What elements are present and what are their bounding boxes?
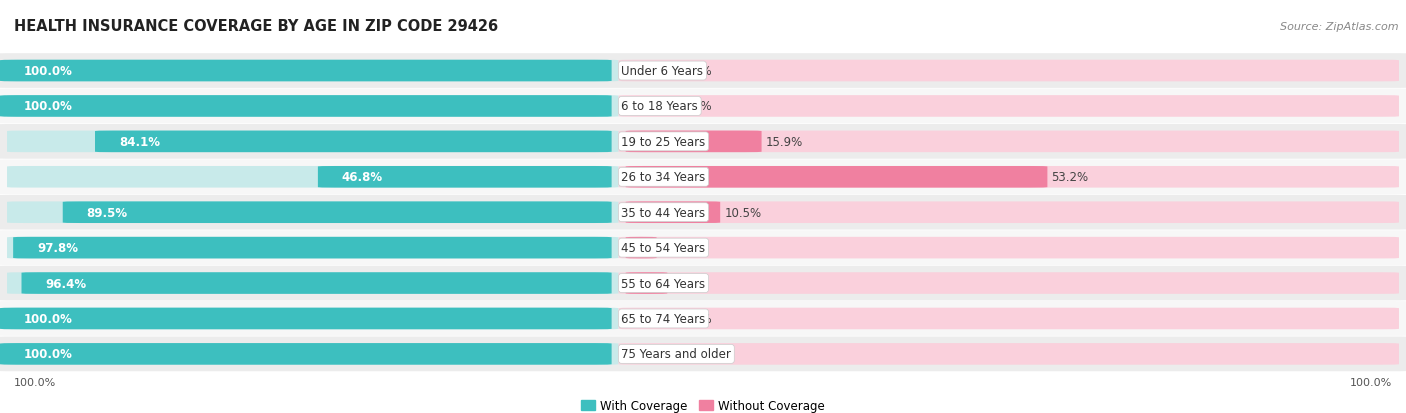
FancyBboxPatch shape — [7, 308, 619, 330]
Text: 0.0%: 0.0% — [682, 348, 711, 361]
Text: 35 to 44 Years: 35 to 44 Years — [621, 206, 706, 219]
Text: 55 to 64 Years: 55 to 64 Years — [621, 277, 706, 290]
Text: 45 to 54 Years: 45 to 54 Years — [621, 242, 706, 254]
FancyBboxPatch shape — [626, 273, 668, 294]
FancyBboxPatch shape — [7, 61, 619, 82]
FancyBboxPatch shape — [0, 195, 1406, 230]
FancyBboxPatch shape — [619, 202, 1399, 223]
FancyBboxPatch shape — [7, 202, 619, 223]
Text: 3.6%: 3.6% — [672, 277, 702, 290]
FancyBboxPatch shape — [7, 273, 619, 294]
Text: 15.9%: 15.9% — [766, 135, 803, 149]
FancyBboxPatch shape — [0, 96, 612, 117]
FancyBboxPatch shape — [619, 166, 1399, 188]
FancyBboxPatch shape — [0, 89, 1406, 124]
Text: 84.1%: 84.1% — [120, 135, 160, 149]
FancyBboxPatch shape — [626, 166, 1047, 188]
Text: 75 Years and older: 75 Years and older — [621, 348, 731, 361]
FancyBboxPatch shape — [0, 125, 1406, 159]
FancyBboxPatch shape — [619, 96, 1399, 117]
FancyBboxPatch shape — [0, 337, 1406, 371]
Text: HEALTH INSURANCE COVERAGE BY AGE IN ZIP CODE 29426: HEALTH INSURANCE COVERAGE BY AGE IN ZIP … — [14, 19, 498, 34]
Text: 65 to 74 Years: 65 to 74 Years — [621, 312, 706, 325]
Legend: With Coverage, Without Coverage: With Coverage, Without Coverage — [576, 394, 830, 413]
Text: 26 to 34 Years: 26 to 34 Years — [621, 171, 706, 184]
FancyBboxPatch shape — [619, 61, 1399, 82]
Text: 97.8%: 97.8% — [37, 242, 79, 254]
FancyBboxPatch shape — [0, 231, 1406, 265]
Text: 100.0%: 100.0% — [14, 377, 56, 387]
Text: 6 to 18 Years: 6 to 18 Years — [621, 100, 699, 113]
FancyBboxPatch shape — [7, 131, 619, 153]
FancyBboxPatch shape — [0, 266, 1406, 301]
Text: 100.0%: 100.0% — [24, 312, 73, 325]
FancyBboxPatch shape — [0, 160, 1406, 195]
FancyBboxPatch shape — [626, 202, 720, 223]
FancyBboxPatch shape — [626, 237, 657, 259]
Text: 46.8%: 46.8% — [342, 171, 382, 184]
FancyBboxPatch shape — [619, 237, 1399, 259]
Text: 89.5%: 89.5% — [87, 206, 128, 219]
Text: 100.0%: 100.0% — [24, 65, 73, 78]
FancyBboxPatch shape — [63, 202, 612, 223]
FancyBboxPatch shape — [0, 343, 612, 365]
Text: 53.2%: 53.2% — [1052, 171, 1088, 184]
FancyBboxPatch shape — [21, 273, 612, 294]
Text: Under 6 Years: Under 6 Years — [621, 65, 703, 78]
Text: 0.0%: 0.0% — [682, 312, 711, 325]
FancyBboxPatch shape — [7, 237, 619, 259]
FancyBboxPatch shape — [619, 308, 1399, 330]
FancyBboxPatch shape — [619, 343, 1399, 365]
Text: 19 to 25 Years: 19 to 25 Years — [621, 135, 706, 149]
Text: 100.0%: 100.0% — [24, 100, 73, 113]
FancyBboxPatch shape — [619, 273, 1399, 294]
FancyBboxPatch shape — [619, 131, 1399, 153]
FancyBboxPatch shape — [626, 131, 762, 153]
FancyBboxPatch shape — [0, 61, 612, 82]
Text: 10.5%: 10.5% — [724, 206, 762, 219]
Text: 2.2%: 2.2% — [661, 242, 690, 254]
Text: 0.0%: 0.0% — [682, 65, 711, 78]
FancyBboxPatch shape — [0, 54, 1406, 89]
FancyBboxPatch shape — [7, 343, 619, 365]
Text: Source: ZipAtlas.com: Source: ZipAtlas.com — [1281, 22, 1399, 32]
FancyBboxPatch shape — [0, 308, 612, 330]
FancyBboxPatch shape — [96, 131, 612, 153]
Text: 100.0%: 100.0% — [1350, 377, 1392, 387]
FancyBboxPatch shape — [7, 96, 619, 117]
FancyBboxPatch shape — [13, 237, 612, 259]
Text: 96.4%: 96.4% — [45, 277, 87, 290]
FancyBboxPatch shape — [7, 166, 619, 188]
Text: 100.0%: 100.0% — [24, 348, 73, 361]
FancyBboxPatch shape — [0, 301, 1406, 336]
Text: 0.0%: 0.0% — [682, 100, 711, 113]
FancyBboxPatch shape — [318, 166, 612, 188]
